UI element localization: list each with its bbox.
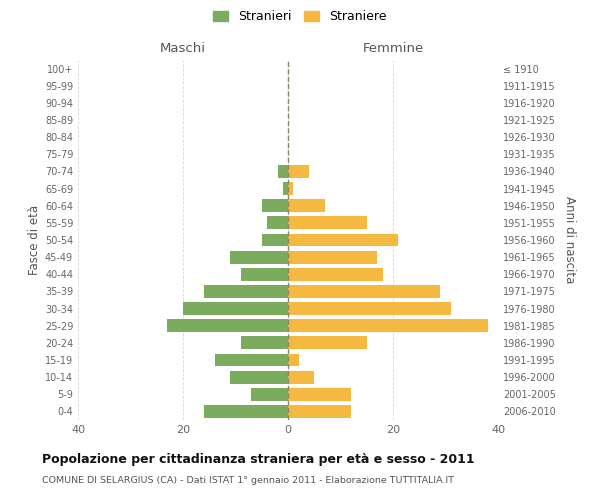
Y-axis label: Anni di nascita: Anni di nascita (563, 196, 575, 284)
Bar (288, 182, 293, 195)
Text: Femmine: Femmine (362, 42, 424, 55)
Bar (288, 250, 377, 264)
Bar (288, 285, 440, 298)
Bar (230, 370, 288, 384)
Bar (288, 354, 299, 366)
Bar (262, 200, 288, 212)
Bar (204, 285, 288, 298)
Bar (288, 200, 325, 212)
Bar (288, 320, 487, 332)
Bar (230, 250, 288, 264)
Bar (241, 336, 288, 349)
Bar (267, 216, 288, 230)
Bar (277, 165, 288, 178)
Text: Popolazione per cittadinanza straniera per età e sesso - 2011: Popolazione per cittadinanza straniera p… (42, 452, 475, 466)
Bar (288, 388, 351, 400)
Bar (288, 268, 383, 280)
Bar (288, 336, 367, 349)
Bar (241, 268, 288, 280)
Bar (288, 370, 314, 384)
Bar (262, 234, 288, 246)
Bar (288, 165, 309, 178)
Bar (288, 405, 351, 418)
Bar (204, 405, 288, 418)
Bar (215, 354, 288, 366)
Text: COMUNE DI SELARGIUS (CA) - Dati ISTAT 1° gennaio 2011 - Elaborazione TUTTITALIA.: COMUNE DI SELARGIUS (CA) - Dati ISTAT 1°… (42, 476, 454, 485)
Legend: Stranieri, Straniere: Stranieri, Straniere (209, 6, 391, 26)
Bar (288, 216, 367, 230)
Bar (183, 302, 288, 315)
Bar (288, 302, 451, 315)
Text: Maschi: Maschi (160, 42, 206, 55)
Bar (167, 320, 288, 332)
Y-axis label: Fasce di età: Fasce di età (28, 205, 41, 275)
Bar (283, 182, 288, 195)
Bar (288, 234, 398, 246)
Bar (251, 388, 288, 400)
